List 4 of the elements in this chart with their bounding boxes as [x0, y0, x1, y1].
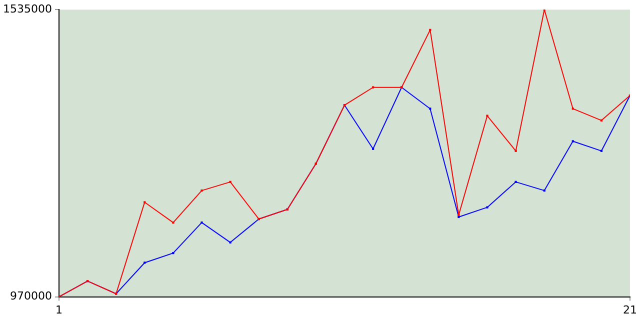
x-tick-label: 21 — [623, 303, 637, 316]
y-tick-label: 970000 — [10, 290, 52, 303]
y-tick-label: 1535000 — [2, 2, 52, 16]
x-tick-label: 1 — [55, 303, 62, 316]
